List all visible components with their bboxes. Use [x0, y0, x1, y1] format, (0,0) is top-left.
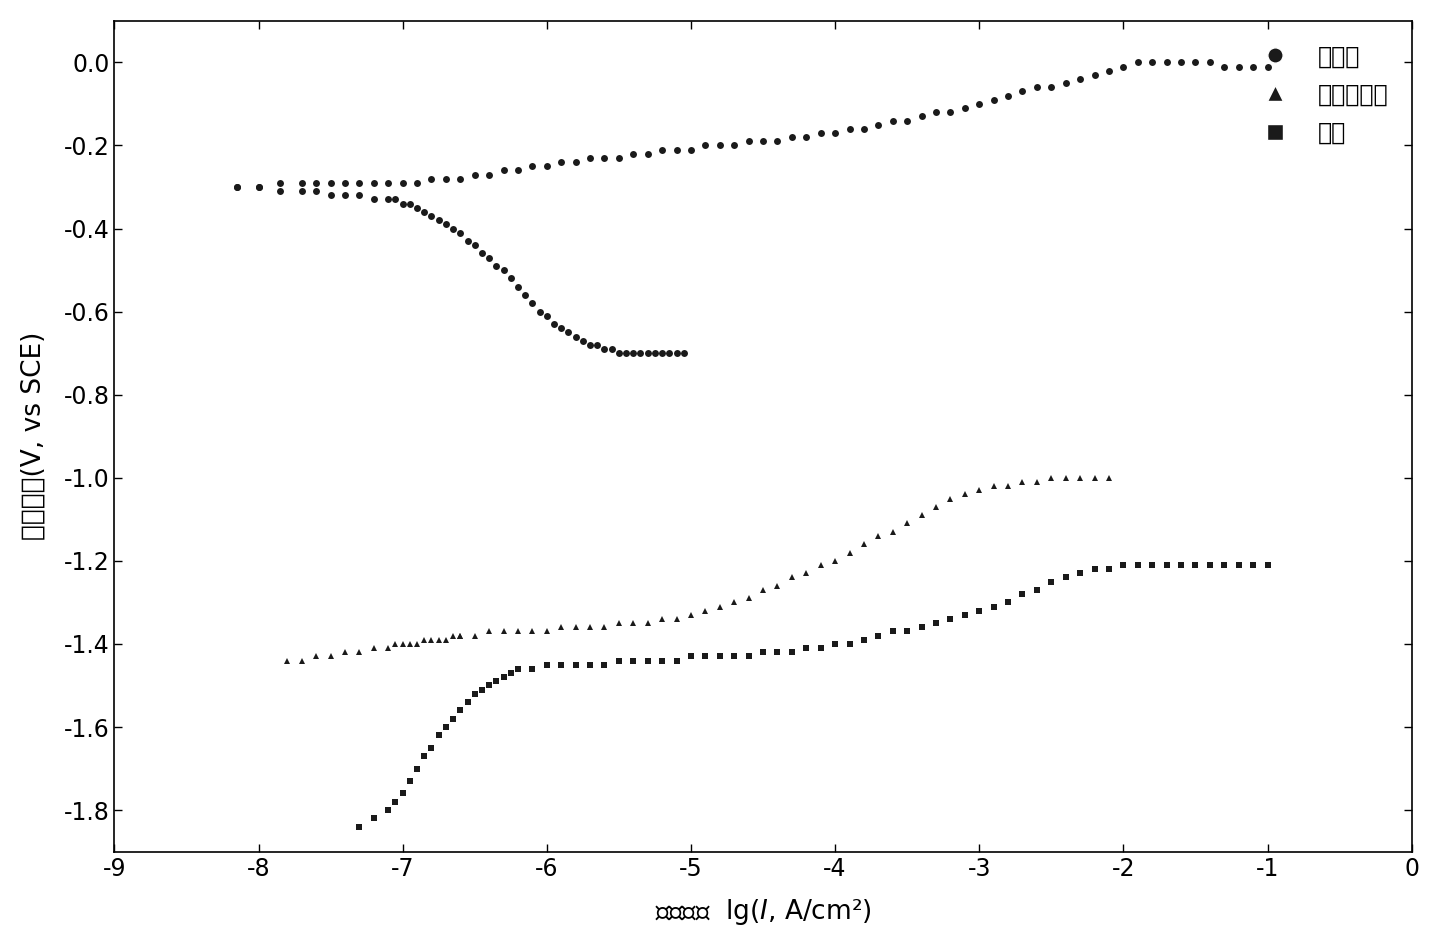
X-axis label: 极化电流  lg($\mathit{I}$, A/cm²): 极化电流 lg($\mathit{I}$, A/cm²)	[655, 897, 871, 927]
Legend: 复合膜, 微弧氧化膜, 基体: 复合膜, 微弧氧化膜, 基体	[1240, 32, 1400, 156]
Y-axis label: 极化电位(V, vs SCE): 极化电位(V, vs SCE)	[20, 332, 48, 540]
